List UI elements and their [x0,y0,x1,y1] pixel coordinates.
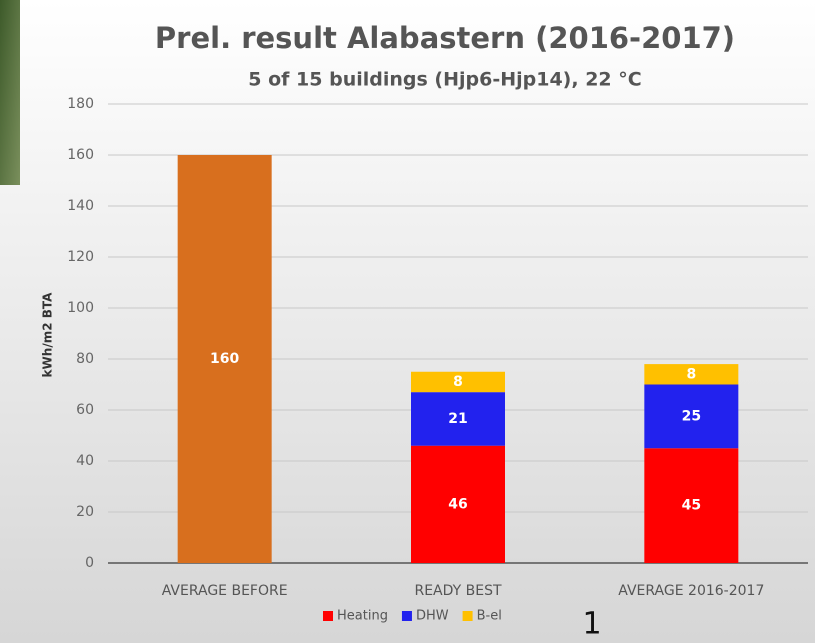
legend-swatch [463,611,473,621]
y-tick-label: 80 [76,351,94,367]
data-label: 21 [448,411,467,427]
photo [0,0,20,185]
data-label: 160 [210,351,239,367]
legend-label: B-el [477,609,502,624]
y-tick-label: 120 [67,249,94,265]
y-tick-label: 0 [85,555,94,571]
data-label: 45 [682,498,701,514]
data-label: 8 [453,374,463,390]
legend-label: Heating [337,609,388,624]
legend-swatch [323,611,333,621]
y-tick-label: 140 [67,198,94,214]
page-number: 1 [582,607,601,642]
data-label: 25 [682,408,701,424]
y-tick-label: 100 [67,300,94,316]
x-tick-label: READY BEST [414,583,502,599]
x-tick-label: AVERAGE BEFORE [162,583,288,599]
page: {"chart_data": {"type": "stacked_bar", "… [0,0,815,643]
data-label: 46 [448,496,467,512]
chart-subtitle: 5 of 15 buildings (Hjp6-Hjp14), 22 °C [248,69,641,91]
chart-title: Prel. result Alabastern (2016-2017) [155,21,735,55]
y-axis-label: kWh/m2 BTA [41,292,55,378]
y-tick-label: 60 [76,402,94,418]
legend-label: DHW [416,609,449,624]
y-tick-label: 40 [76,453,94,469]
legend-swatch [402,611,412,621]
y-tick-label: 20 [76,504,94,520]
data-label: 8 [686,366,696,382]
y-tick-label: 180 [67,96,94,112]
x-tick-label: AVERAGE 2016-2017 [618,583,764,599]
y-tick-label: 160 [67,147,94,163]
slide: Prel. result Alabastern (2016-2017) 5 of… [0,0,815,643]
